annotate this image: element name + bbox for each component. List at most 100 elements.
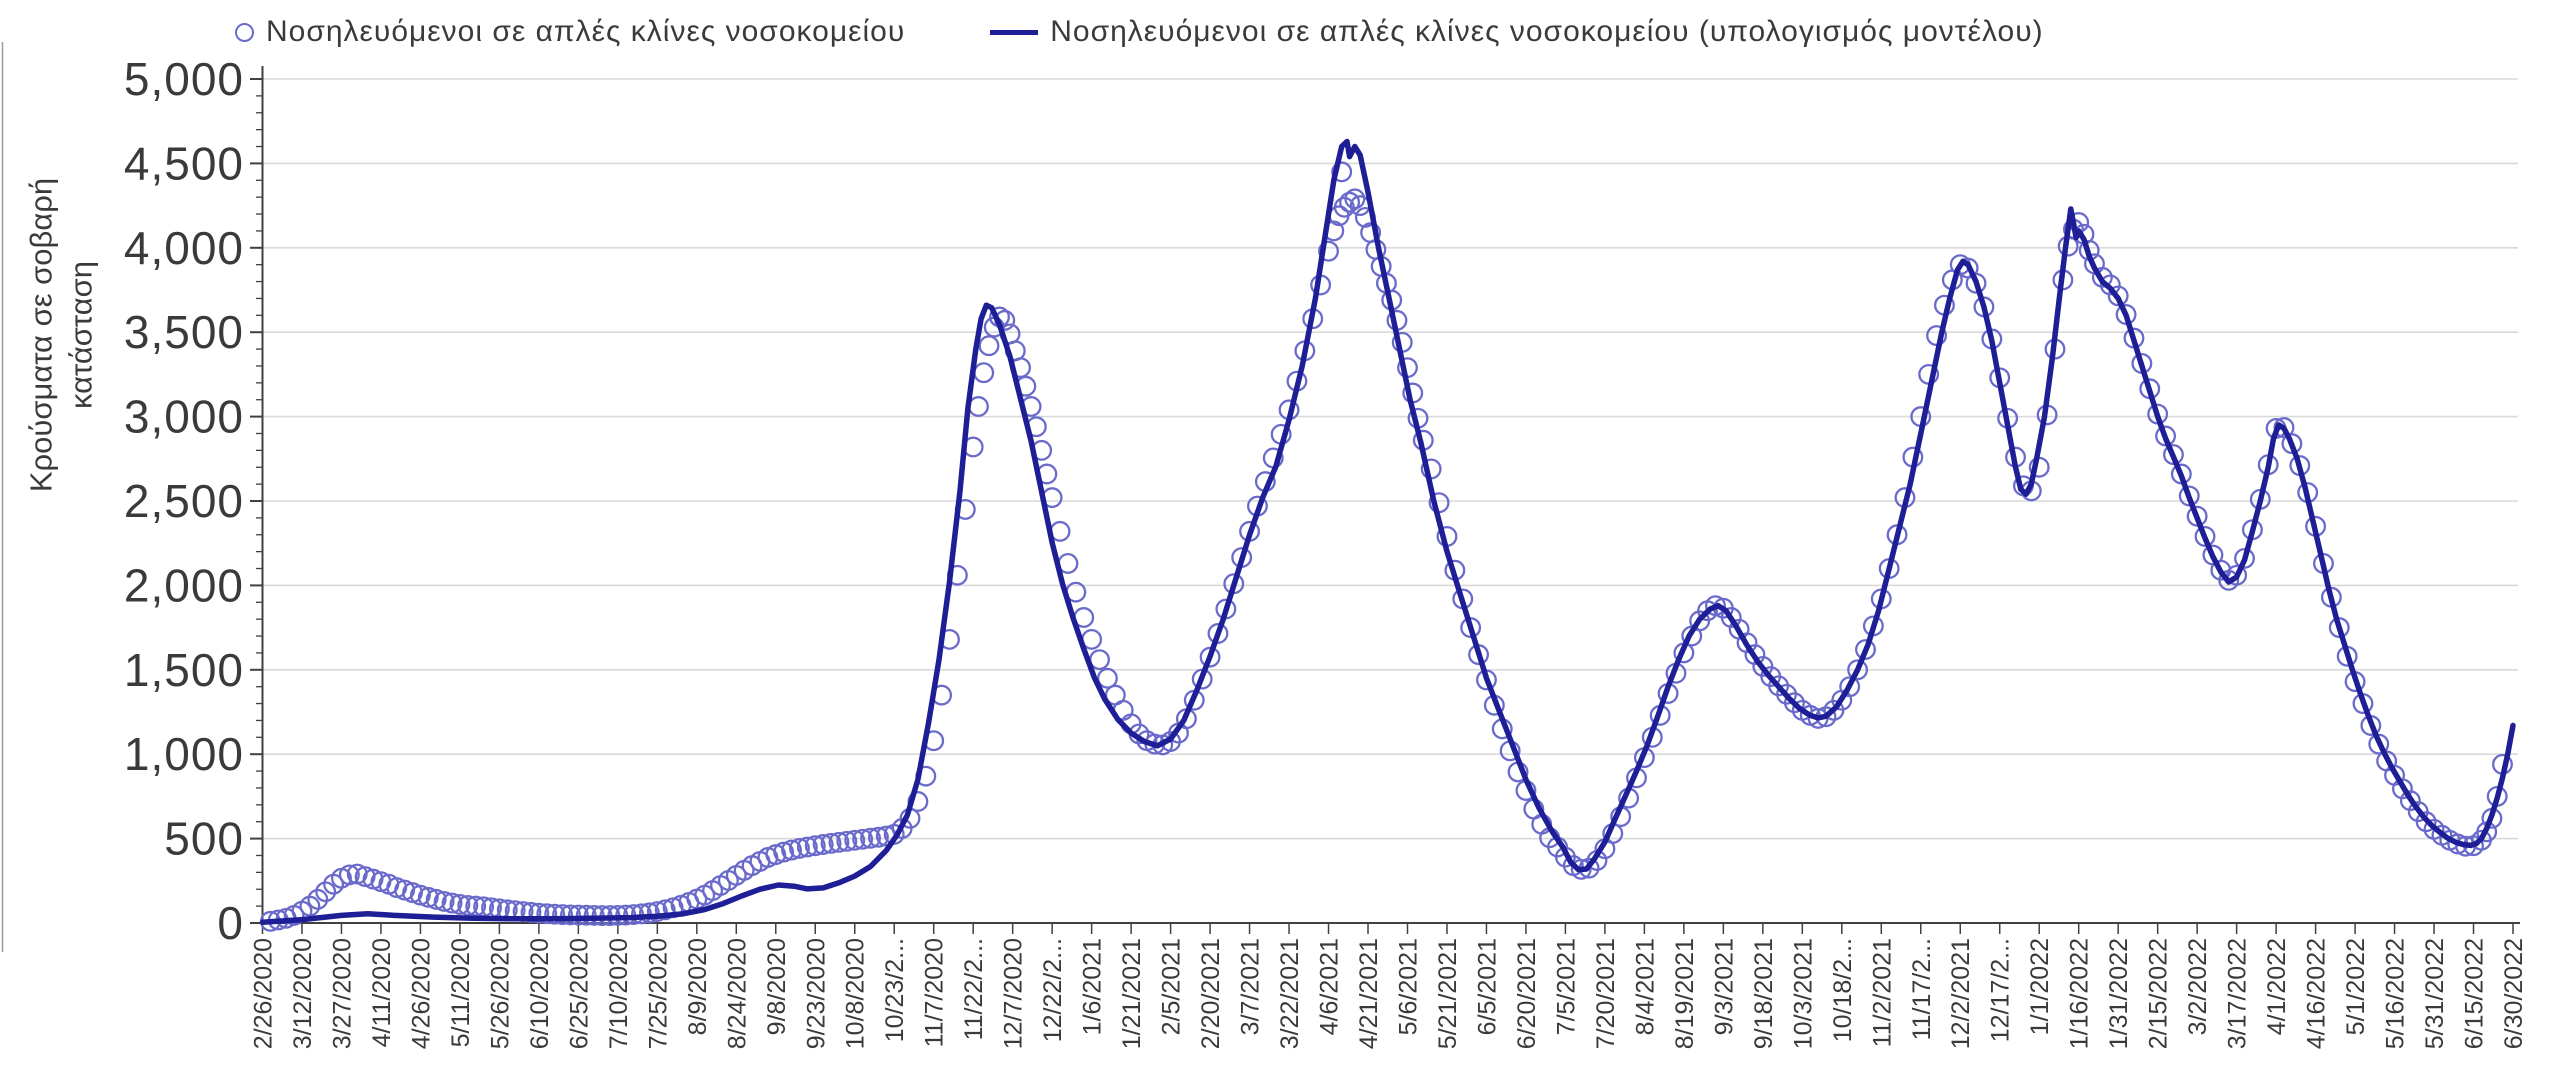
observed-point [2399,790,2421,812]
observed-point [315,881,337,903]
x-tick-label: 6/10/2020 [526,938,554,1049]
observed-point [425,888,447,910]
y-tick-label: 1,000 [124,728,244,780]
observed-point [789,837,810,859]
x-tick-label: 12/17/2... [1987,938,2015,1042]
x-tick-label: 11/7/2020 [921,938,949,1047]
x-tick-label: 7/20/2021 [1592,938,1620,1049]
observed-point [2415,811,2437,833]
x-tick-label: 4/21/2021 [1355,938,1383,1049]
x-tick-label: 6/20/2021 [1513,938,1541,1049]
x-tick-label: 1/1/2022 [2026,938,2054,1035]
observed-point [520,901,542,923]
y-tick-label: 2,000 [124,559,244,611]
observed-point [544,903,566,925]
observed-point [812,834,834,855]
x-tick-label: 7/25/2020 [644,938,672,1049]
observed-point [781,839,803,861]
x-tick-label: 8/24/2020 [723,938,751,1049]
y-tick-label: 4,000 [124,222,244,274]
observed-point [433,890,455,912]
line-marker-icon [990,29,1039,35]
observed-point [978,335,1000,357]
x-tick-label: 3/2/2022 [2184,938,2212,1035]
observed-point [465,895,487,917]
observed-point [820,832,842,854]
x-tick-label: 11/2/2021 [1868,938,1896,1047]
observed-point [2281,433,2303,455]
x-tick-label: 4/11/2020 [368,938,396,1047]
x-tick-label: 8/9/2020 [684,938,712,1035]
observed-point [2099,274,2121,296]
x-tick-label: 5/1/2022 [2342,938,2370,1035]
x-tick-label: 3/27/2020 [328,938,356,1049]
y-tick-label: 0 [217,897,244,949]
observed-point [1570,858,1592,880]
x-tick-label: 5/11/2020 [447,938,475,1047]
x-tick-label: 4/6/2021 [1316,938,1344,1035]
observed-point [2368,733,2390,755]
legend-item-observed: Νοσηλευόμενοι σε απλές κλίνες νοσοκομείο… [235,15,905,49]
x-tick-label: 12/2/2021 [1947,938,1975,1049]
observed-point [338,864,360,886]
x-tick-label: 1/21/2021 [1118,938,1146,1049]
x-tick-label: 3/7/2021 [1237,938,1265,1035]
observed-point [567,904,589,926]
observed-point [646,901,668,922]
observed-point [1344,188,1366,210]
x-tick-label: 9/18/2021 [1750,938,1778,1049]
observed-point [654,899,676,921]
x-tick-label: 5/26/2020 [486,938,514,1049]
observed-point [417,886,439,908]
x-tick-label: 5/21/2021 [1434,938,1462,1049]
observed-point [1096,667,1118,689]
x-tick-label: 10/18/2... [1829,938,1857,1042]
legend-label-observed: Νοσηλευόμενοι σε απλές κλίνες νοσοκομείο… [266,15,906,48]
observed-point [967,396,989,417]
x-tick-label: 7/5/2021 [1552,938,1580,1035]
observed-point [575,904,597,926]
x-tick-label: 5/16/2022 [2382,938,2410,1049]
observed-point [2194,525,2216,547]
observed-point [1783,692,1805,714]
x-tick-label: 4/16/2022 [2303,938,2331,1049]
observed-point [2234,547,2255,569]
x-tick-label: 2/20/2021 [1197,938,1225,1049]
observed-point [973,362,995,384]
observed-point [804,835,826,857]
x-tick-label: 3/17/2022 [2224,938,2252,1049]
observed-point [867,826,889,848]
observed-point [457,894,479,916]
observed-point [1839,676,1861,698]
x-tick-label: 6/30/2022 [2500,938,2528,1049]
observed-point [1207,623,1229,644]
x-tick-label: 6/25/2020 [565,938,593,1049]
observed-point [1339,191,1361,213]
x-tick-label: 9/23/2020 [802,938,830,1049]
chart-legend: Νοσηλευόμενοι σε απλές κλίνες νοσοκομείο… [235,10,2044,54]
observed-point [860,827,881,849]
observed-point [1855,639,1876,660]
x-tick-label: 9/3/2021 [1710,938,1738,1035]
legend-item-model: Νοσηλευόμενοι σε απλές κλίνες νοσοκομείο… [990,15,2043,49]
x-tick-label: 10/8/2020 [842,938,870,1049]
x-tick-label: 10/3/2021 [1789,938,1817,1049]
x-tick-label: 12/22/2... [1039,938,1067,1042]
x-tick-label: 6/15/2022 [2461,938,2489,1049]
observed-point [2091,266,2113,288]
open-circle-marker-icon [235,22,254,42]
x-tick-label: 11/22/2... [960,938,988,1040]
observed-point [528,902,550,924]
observed-point [307,888,329,910]
observed-point [409,884,431,906]
x-tick-label: 5/6/2021 [1394,938,1422,1035]
x-tick-label: 3/22/2021 [1276,938,1304,1049]
observed-point [441,892,463,914]
x-tick-label: 7/10/2020 [605,938,633,1049]
observed-point [536,903,558,925]
model-line [259,138,2516,925]
x-tick-label: 2/15/2022 [2145,938,2173,1049]
y-tick-label: 3,000 [124,391,244,443]
